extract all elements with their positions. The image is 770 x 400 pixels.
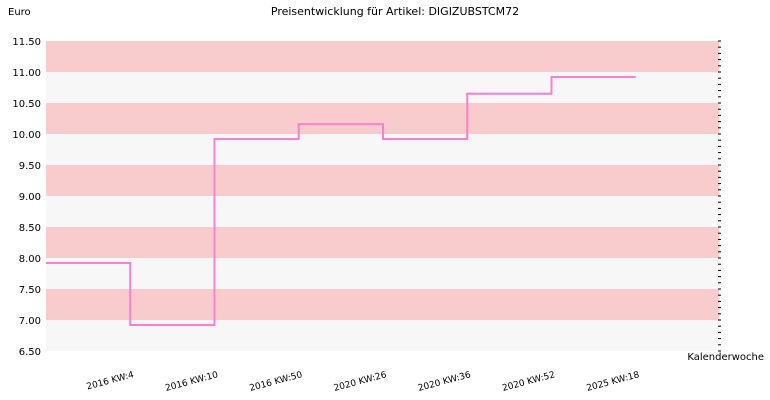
band — [46, 289, 720, 320]
x-tick-text: 2016 KW:10 — [164, 370, 219, 394]
x-tick-label: 2016 KW:50 — [249, 370, 304, 394]
x-tick-text: 2016 KW:4 — [86, 370, 136, 392]
band — [46, 196, 720, 227]
band — [46, 227, 720, 258]
x-tick-label: 2016 KW:10 — [164, 370, 219, 394]
y-axis-label: Euro — [8, 7, 31, 18]
y-tick-label: 9.50 — [19, 161, 41, 172]
chart-title: Preisentwicklung für Artikel: DIGIZUBSTC… — [271, 5, 519, 18]
y-tick-label: 10.00 — [12, 130, 41, 141]
x-tick-text: 2016 KW:50 — [249, 370, 304, 394]
y-tick-label: 7.50 — [19, 285, 41, 296]
y-tick-label: 6.50 — [19, 347, 41, 358]
y-tick-label: 8.00 — [19, 254, 41, 265]
y-tick-label: 9.00 — [19, 192, 41, 203]
y-axis: 11.50 11.00 10.50 10.00 9.50 9.00 8.50 8.00 7.50… — [12, 37, 41, 358]
band — [46, 41, 720, 72]
price-step-line — [46, 75, 636, 326]
x-tick-label: 2020 KW:36 — [417, 370, 472, 394]
x-tick-text: 2020 KW:26 — [333, 370, 388, 394]
right-minor-ticks — [718, 40, 721, 352]
x-tick-text: 2020 KW:52 — [501, 370, 556, 394]
x-tick-label: 2020 KW:26 — [333, 370, 388, 394]
band — [46, 258, 720, 289]
y-tick-label: 8.50 — [19, 223, 41, 234]
x-axis-label: Kalenderwoche — [687, 352, 764, 363]
x-tick-label: 2025 KW:18 — [586, 370, 641, 394]
band — [46, 165, 720, 196]
background-bands — [46, 41, 720, 351]
x-tick-label: 2020 KW:52 — [501, 370, 556, 394]
x-axis: 2016 KW:4 2016 KW:10 2016 KW:50 2020 KW:26 2… — [86, 370, 641, 394]
y-tick-label: 7.00 — [19, 316, 41, 327]
x-tick-text: 2020 KW:36 — [417, 370, 472, 394]
y-tick-label: 10.50 — [12, 99, 41, 110]
x-tick-label: 2016 KW:4 — [86, 370, 136, 392]
y-tick-label: 11.00 — [12, 68, 41, 79]
price-series — [46, 75, 636, 326]
y-tick-label: 11.50 — [12, 37, 41, 48]
x-tick-text: 2025 KW:18 — [586, 370, 641, 394]
